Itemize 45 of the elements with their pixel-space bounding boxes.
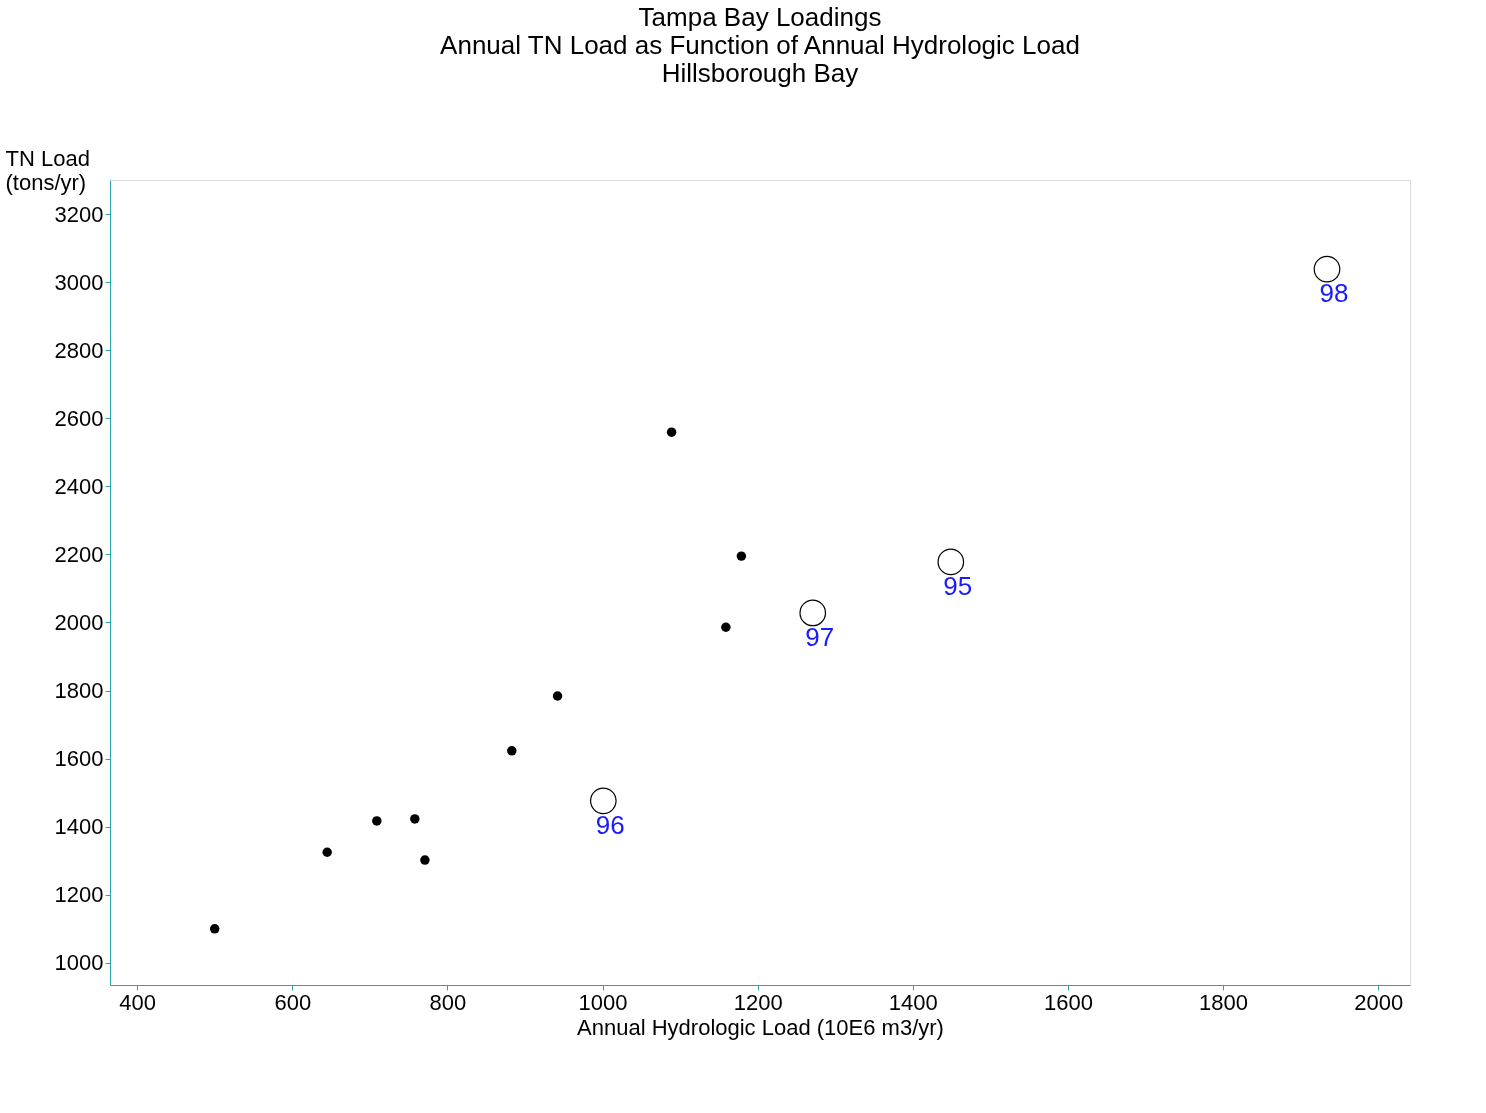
x-tick-label: 1600 xyxy=(1043,989,1093,1015)
annotation: 98 xyxy=(1319,278,1349,309)
point xyxy=(937,548,965,576)
y-tick-label: 1000 xyxy=(54,950,104,976)
x-tick-label: 400 xyxy=(119,989,157,1015)
point xyxy=(209,924,220,934)
point xyxy=(420,855,430,865)
x-tick-label: 1400 xyxy=(888,989,938,1015)
y-tick-label: 2400 xyxy=(54,473,104,499)
y-tick-label: 1800 xyxy=(54,678,104,704)
text: TN Load xyxy=(5,145,90,171)
point xyxy=(589,787,617,815)
y-tick-label: 2800 xyxy=(54,337,104,363)
y-tick-label: 1200 xyxy=(54,882,104,908)
x-tick-label: 1800 xyxy=(1199,989,1249,1015)
y-tick-label: 3200 xyxy=(54,201,104,227)
point xyxy=(552,691,563,701)
point xyxy=(1313,255,1341,283)
x-tick-label: 600 xyxy=(274,989,312,1015)
x-tick-label: 800 xyxy=(429,989,467,1015)
point xyxy=(736,551,747,561)
text: Annual TN Load as Function of Annual Hydrologic Load xyxy=(440,30,1080,60)
text: (tons/yr) xyxy=(5,169,87,195)
x-tick-label: 2000 xyxy=(1354,989,1404,1015)
annotation: 95 xyxy=(943,570,973,601)
text: Tampa Bay Loadings xyxy=(638,2,882,32)
annotation: 97 xyxy=(805,621,835,652)
point xyxy=(372,816,382,826)
x-axis-title: Annual Hydrologic Load (10E6 m3/yr) xyxy=(577,1014,944,1040)
y-tick-label: 2000 xyxy=(54,609,104,635)
point xyxy=(410,814,420,824)
point xyxy=(507,746,517,756)
point xyxy=(666,427,677,437)
text: Hillsborough Bay xyxy=(661,58,859,88)
x-tick-label: 1200 xyxy=(733,989,783,1015)
point xyxy=(721,622,731,632)
y-tick-label: 1400 xyxy=(54,814,104,840)
y-tick-label: 3000 xyxy=(54,269,104,295)
y-tick-label: 2200 xyxy=(54,541,104,567)
point xyxy=(799,599,827,627)
point xyxy=(322,847,332,857)
annotation: 96 xyxy=(595,809,625,840)
y-tick-label: 1600 xyxy=(54,746,104,772)
x-tick-label: 1000 xyxy=(578,989,628,1015)
y-tick-label: 2600 xyxy=(54,405,104,431)
